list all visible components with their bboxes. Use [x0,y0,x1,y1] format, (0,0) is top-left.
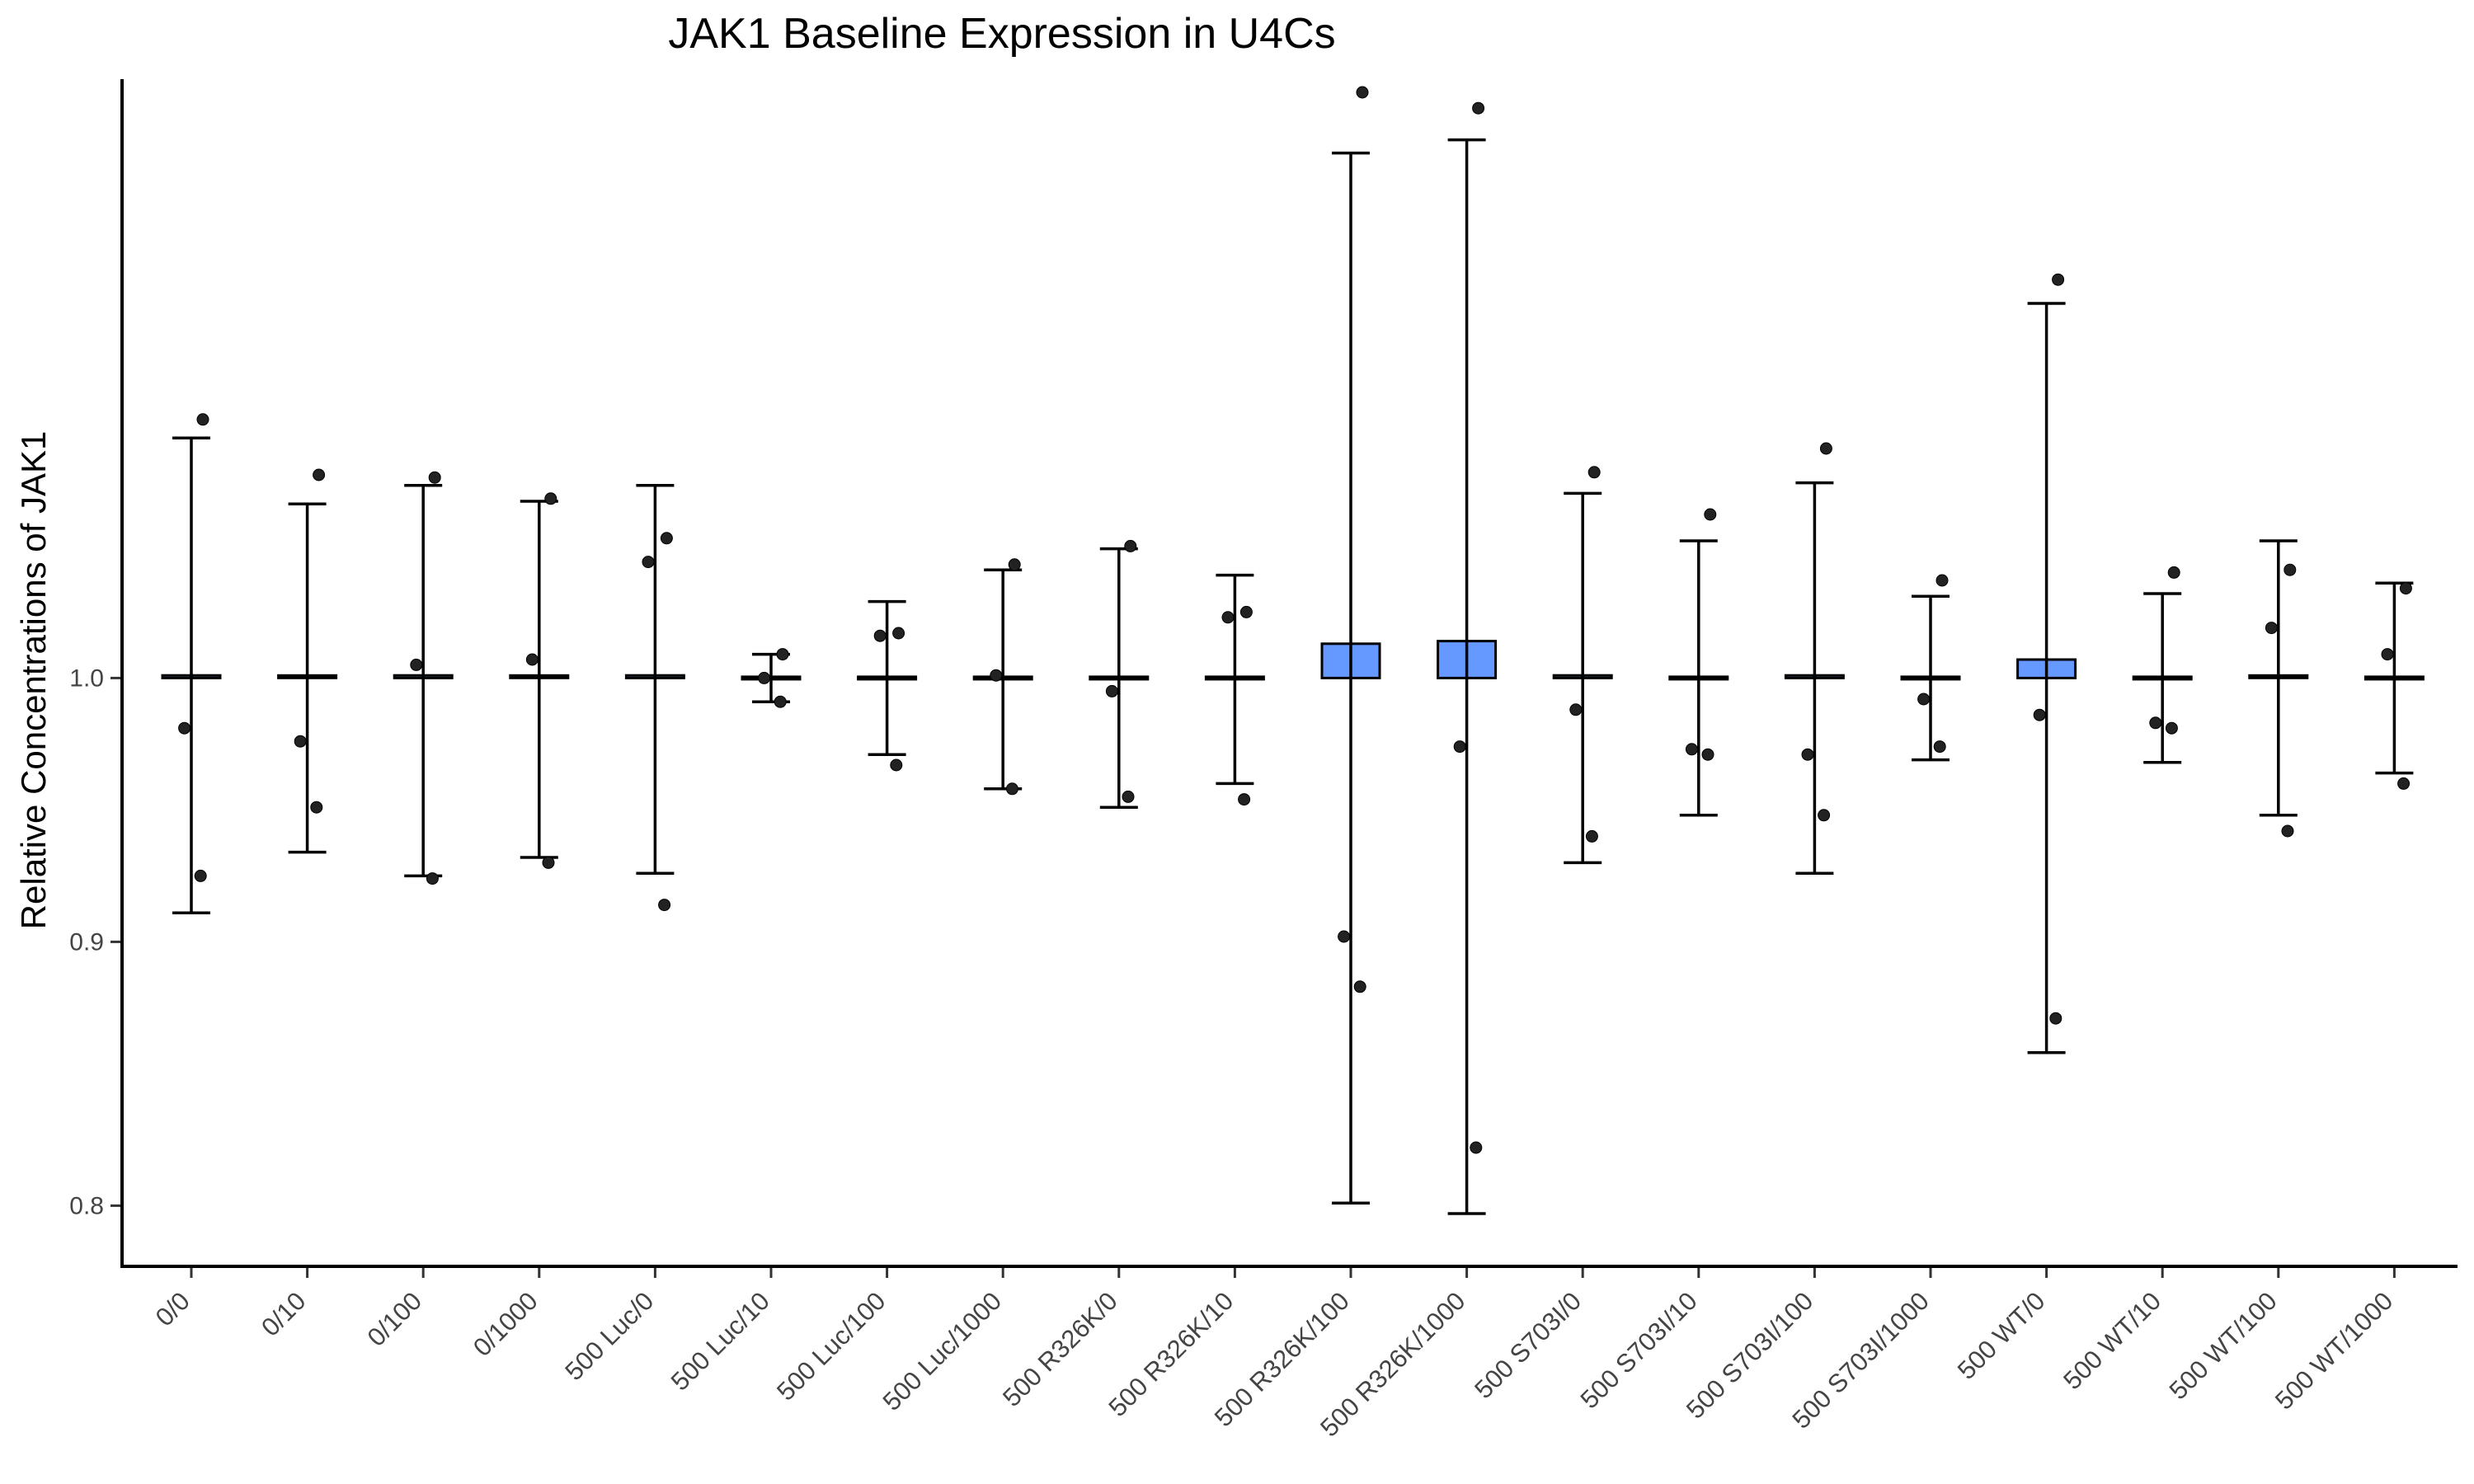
data-point [890,758,903,772]
data-point [2265,622,2278,635]
data-point [2281,824,2294,838]
data-point [294,735,307,748]
data-point [426,872,439,885]
data-point [1338,930,1351,943]
data-point [1239,605,1253,618]
data-point [774,695,787,708]
x-tick-label: 500 WT/10 [2058,1286,2166,1395]
y-tick-label: 0.8 [69,1192,104,1219]
x-tick-label: 0/100 [362,1286,428,1352]
x-tick-label: 500 WT/100 [2164,1286,2283,1405]
x-tick-label: 0/0 [150,1286,195,1331]
data-point [178,721,191,735]
data-point [2284,563,2297,576]
plot-area: 0.80.91.00/0 0/10 0/100 0/1000 500 Luc/0 500 … [69,86,2425,1442]
x-tick-label: 500 S703I/0 [1469,1286,1587,1404]
data-point [196,413,209,426]
data-point [1353,980,1366,993]
data-point [2052,273,2065,286]
data-point [642,556,655,569]
data-point [2149,716,2162,730]
data-point [2399,582,2412,595]
data-point [544,492,557,505]
data-point [758,671,771,684]
data-point [2397,777,2411,790]
data-point [542,856,555,869]
data-point [1933,740,1946,754]
x-tick-label: 500 Luc/1000 [877,1286,1008,1416]
data-point [194,869,207,882]
data-point [1221,611,1235,624]
data-point [1105,684,1118,697]
x-tick-label: 0/10 [256,1286,311,1341]
data-point [1587,466,1601,479]
x-tick-label: 500 Luc/0 [559,1286,659,1386]
y-tick-label: 0.9 [69,928,104,956]
data-point [1008,558,1021,571]
data-point [2033,708,2046,721]
data-point [1801,748,1814,761]
data-point [1935,574,1949,587]
x-tick-label: 0/1000 [468,1286,543,1362]
data-point [1685,743,1698,756]
data-point [1356,86,1369,99]
y-tick-label: 1.0 [69,665,104,692]
data-point [313,468,326,481]
data-point [1585,829,1598,843]
data-point [1238,793,1251,806]
data-point [658,899,671,912]
data-point [1569,703,1583,716]
x-tick-label: 500 R326K/0 [997,1286,1123,1412]
data-point [1704,508,1717,521]
data-point [1124,539,1137,552]
data-point [410,658,423,671]
x-tick-label: 500 Luc/10 [666,1286,775,1396]
data-point [310,801,323,814]
data-point [892,627,905,640]
y-axis-title: Relative Concentrations of JAK1 [14,431,53,930]
data-point [2167,566,2180,579]
data-point [525,653,539,666]
data-point [1005,782,1018,796]
data-point [428,471,441,484]
chart-title: JAK1 Baseline Expression in U4Cs [668,10,1335,58]
data-point [776,648,789,661]
data-point [1917,693,1931,706]
x-tick-label: 500 WT/0 [1952,1286,2051,1385]
data-point [2049,1012,2062,1025]
data-point [873,629,887,642]
data-point [990,669,1003,682]
data-point [1818,809,1831,822]
data-point [1470,1141,1483,1154]
data-point [1819,442,1832,455]
data-point [1453,740,1466,754]
data-point [2381,648,2394,661]
x-tick-label: 500 Luc/100 [771,1286,891,1406]
data-point [1122,790,1135,803]
data-point [2165,721,2178,735]
data-point [1472,101,1485,115]
data-point [660,532,673,545]
x-tick-label: 500 WT/1000 [2269,1286,2398,1415]
data-point [1701,748,1714,761]
x-tick-label: 500 S703I/10 [1575,1286,1703,1414]
